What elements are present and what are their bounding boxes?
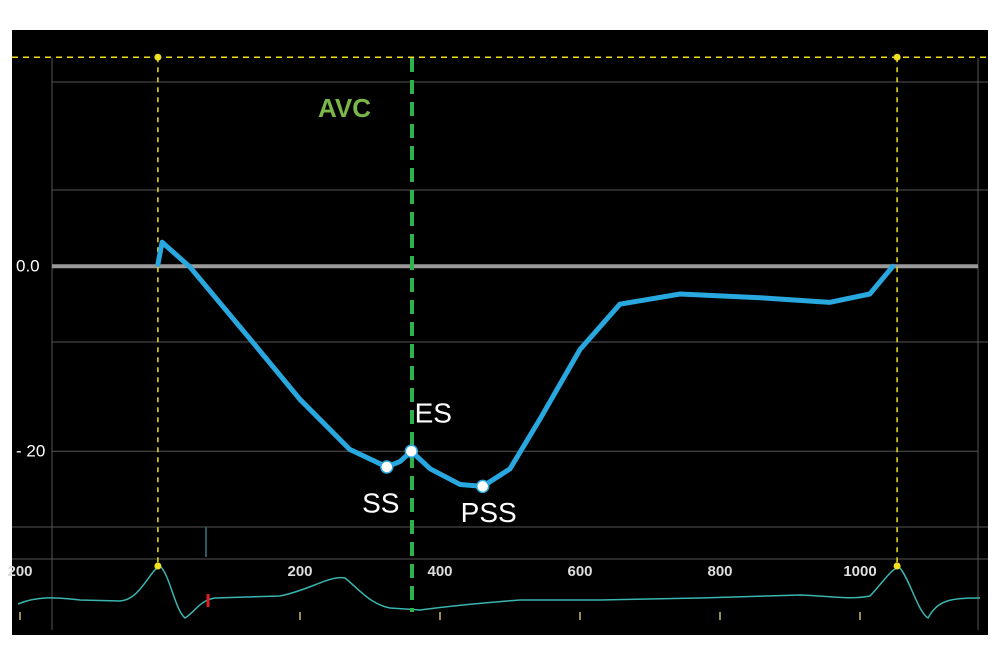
strain-curve	[155, 239, 896, 489]
annotation-label: PSS	[461, 497, 517, 528]
layout-grid	[12, 58, 988, 630]
plot-panel	[12, 30, 988, 635]
cursor-handle	[893, 53, 901, 61]
x-tick-label: 200	[287, 563, 312, 580]
y-tick-label: - 20	[16, 442, 45, 461]
annotation-point	[404, 444, 419, 458]
cursor-handle	[893, 562, 901, 570]
annotation-label: ES	[415, 398, 452, 429]
x-tick-label: 1000	[843, 563, 876, 580]
x-tick-label: 600	[567, 563, 592, 580]
annotation-label: SS	[362, 487, 399, 518]
annotation-point	[475, 479, 490, 494]
cursor-handle	[154, 53, 162, 61]
avc-label: AVC	[318, 93, 371, 123]
annotation-point	[380, 460, 394, 474]
y-tick-label: 0.0	[16, 257, 40, 276]
cursor-handle	[154, 562, 162, 570]
x-tick-label: 800	[707, 563, 732, 580]
x-tick-label: 400	[427, 563, 452, 580]
x-tick-label: 200	[7, 563, 32, 580]
